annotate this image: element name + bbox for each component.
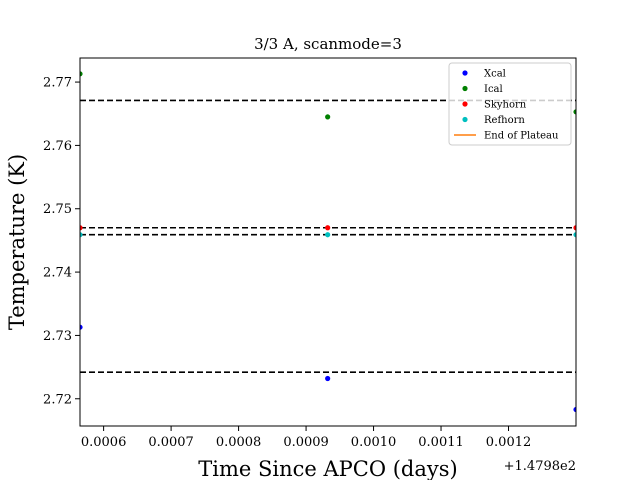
legend: Xcal Ical Skyhorn Refhorn End of Plateau: [448, 62, 572, 146]
legend-label-ical: Ical: [484, 84, 503, 95]
point-skyhorn-1: [325, 225, 331, 231]
y-tick-label-4: 2.76: [43, 139, 72, 154]
y-axis-ticks: 2.72 2.73 2.74 2.75 2.76 2.77: [43, 76, 80, 407]
point-xcal-0: [80, 324, 83, 330]
x-tick-label-4: 0.0010: [351, 435, 397, 450]
y-tick-label-2: 2.74: [43, 266, 72, 281]
x-tick-label-5: 0.0011: [418, 435, 464, 450]
point-ical-0: [80, 71, 83, 77]
x-axis-label: Time Since APCO (days): [198, 457, 457, 480]
point-ical-1: [325, 114, 331, 120]
x-axis-ticks: 0.0006 0.0007 0.0008 0.0009 0.0010 0.0011 0.00…: [81, 426, 531, 450]
y-axis-label: Temperature (K): [5, 154, 29, 330]
legend-box: [448, 62, 572, 146]
data-points: [80, 71, 576, 413]
x-tick-label-1: 0.0007: [148, 435, 194, 450]
chart-title: 3/3 A, scanmode=3: [254, 35, 402, 53]
x-tick-label-3: 0.0009: [283, 435, 329, 450]
point-refhorn-0: [80, 232, 83, 238]
point-skyhorn-0: [80, 225, 83, 231]
legend-marker-refhorn: [462, 116, 468, 123]
legend-label-skyhorn: Skyhorn: [484, 100, 527, 111]
x-tick-label-0: 0.0006: [81, 435, 127, 450]
plot-frame: [79, 57, 577, 427]
x-offset-label: +1.4798e2: [504, 459, 576, 474]
legend-marker-skyhorn: [462, 101, 468, 107]
point-ical-2: [573, 109, 576, 115]
y-tick-label-5: 2.77: [43, 76, 72, 91]
y-tick-label-3: 2.75: [43, 202, 72, 217]
x-tick-label-2: 0.0008: [216, 435, 262, 450]
legend-marker-ical: [462, 85, 468, 92]
legend-label-xcal: Xcal: [484, 69, 506, 80]
point-refhorn-1: [325, 232, 331, 238]
point-xcal-1: [325, 375, 331, 382]
x-tick-label-6: 0.0012: [486, 435, 532, 450]
y-tick-label-1: 2.73: [43, 329, 72, 344]
y-tick-label-0: 2.72: [43, 392, 72, 407]
point-refhorn-2: [573, 232, 576, 238]
point-skyhorn-2: [573, 225, 576, 231]
legend-marker-xcal: [462, 70, 468, 76]
legend-label-refhorn: Refhorn: [484, 115, 525, 126]
legend-label-end-of-plateau: End of Plateau: [484, 131, 559, 142]
point-xcal-2: [573, 406, 576, 413]
